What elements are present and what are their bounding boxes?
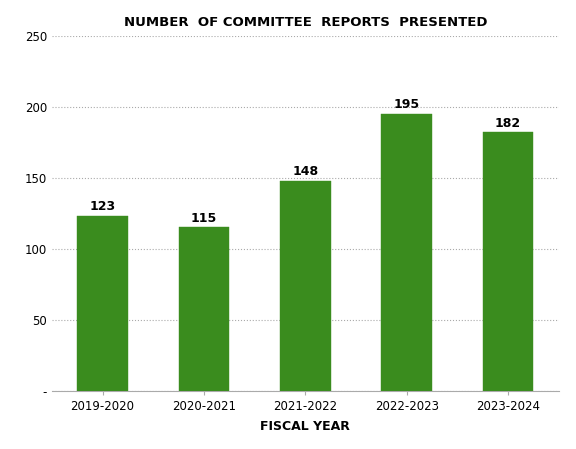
Bar bbox=[280, 180, 331, 391]
Text: 195: 195 bbox=[393, 98, 420, 111]
Title: NUMBER  OF COMMITTEE  REPORTS  PRESENTED: NUMBER OF COMMITTEE REPORTS PRESENTED bbox=[123, 16, 487, 29]
Bar bbox=[179, 228, 229, 391]
Text: 115: 115 bbox=[191, 211, 217, 224]
Text: 123: 123 bbox=[89, 200, 116, 213]
X-axis label: FISCAL YEAR: FISCAL YEAR bbox=[260, 420, 350, 432]
Text: 148: 148 bbox=[292, 165, 319, 178]
Text: 182: 182 bbox=[495, 117, 521, 130]
Bar bbox=[483, 132, 533, 391]
Bar bbox=[77, 216, 128, 391]
Bar bbox=[381, 114, 432, 391]
